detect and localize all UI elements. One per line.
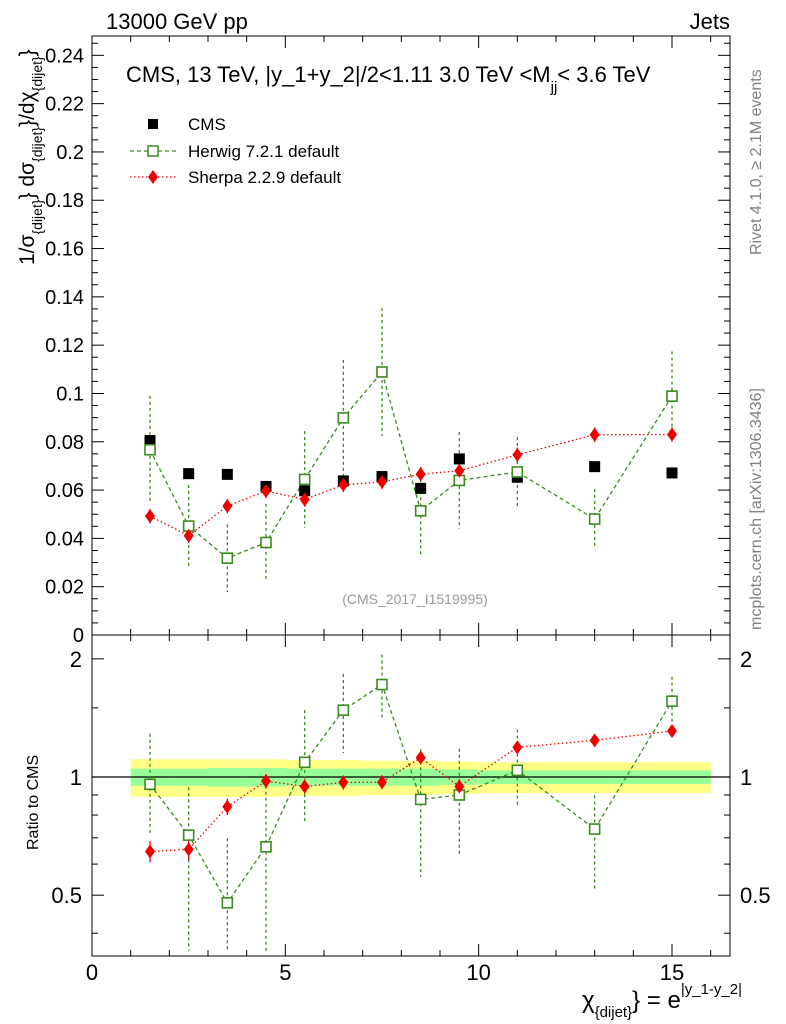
ratio-herwig-point: [221, 897, 234, 909]
ratio-herwig-line: [149, 683, 673, 905]
main-panel: 0 0.02 0.04 0.06 0.08 0.1 0.12 0.14 0.16 0.18 0.2 0…: [16, 35, 731, 647]
cms-point: [666, 467, 678, 479]
ratio-sherpa-point: [667, 723, 677, 738]
analysis-watermark: (CMS_2017_I1519995): [342, 591, 488, 607]
ratio-sherpa-point: [512, 740, 523, 755]
herwig-point: [414, 505, 427, 517]
herwig-point: [376, 366, 388, 378]
herwig-point: [260, 536, 272, 549]
main-ytick-label: 0.12: [45, 335, 84, 357]
cms-point: [589, 461, 601, 473]
ratio-panel: 0.5 0.5 1 1 2 2 0 5 10 15 Ratio to CMS χ{dijet}} = …: [25, 634, 771, 1021]
sherpa-point: [589, 427, 600, 442]
ratio-sherpa-point: [299, 779, 310, 794]
cms-point: [453, 453, 465, 465]
ratio-herwig-point: [588, 823, 601, 835]
ratio-sherpa-line: [149, 730, 673, 853]
cms-point: [144, 435, 156, 447]
rivet-version-label: Rivet 4.1.0, ≥ 2.1M events: [748, 69, 765, 255]
cms-point: [415, 482, 427, 494]
herwig-point: [588, 513, 601, 525]
ratio-xtick-label: 5: [279, 960, 291, 985]
main-ytick-label: 0.24: [45, 45, 84, 67]
herwig-point: [337, 412, 350, 424]
main-ylabel: 1/σ{dijet}} dσ{dijet}}/dχ{dijet}}: [16, 49, 45, 265]
legend-label: Herwig 7.2.1 default: [188, 142, 339, 161]
ratio-ytick-label: 2: [70, 647, 82, 672]
ratio-xtick-label: 0: [86, 960, 98, 985]
herwig-point: [221, 552, 234, 564]
ratio-ytick-label: 0.5: [51, 883, 82, 908]
sherpa-point: [377, 474, 387, 489]
main-ytick-label: 0.08: [45, 432, 84, 454]
sherpa-line: [149, 433, 673, 537]
main-ytick-label: 0.16: [45, 239, 84, 261]
main-ytick-label: 0.06: [45, 480, 84, 502]
ratio-ytick-label-right: 1: [740, 765, 752, 790]
cms-point: [183, 468, 195, 480]
ratio-sherpa-point: [261, 773, 271, 788]
legend-sherpa-marker: [148, 170, 158, 184]
ratio-herwig-point: [666, 695, 678, 707]
ratio-sherpa-point: [415, 750, 426, 765]
herwig-line: [149, 370, 673, 559]
cms-point: [221, 468, 233, 480]
sherpa-point: [338, 477, 349, 492]
main-ytick-label: 0: [73, 625, 84, 647]
ratio-ylabel: Ratio to CMS: [25, 755, 42, 850]
ratio-herwig-point: [182, 829, 195, 841]
sherpa-point: [299, 492, 310, 507]
main-ytick-label: 0.02: [45, 577, 84, 599]
ratio-frame: [91, 634, 731, 957]
main-ytick-label: 0.2: [56, 142, 84, 164]
header-right: Jets: [690, 9, 730, 34]
chart-title: CMS, 13 TeV, |y_1+y_2|/2<1.11 3.0 TeV <M…: [126, 62, 651, 96]
legend-herwig-marker: [147, 145, 159, 157]
main-ytick-label: 0.04: [45, 528, 84, 550]
ratio-herwig-point: [298, 756, 311, 769]
ratio-sherpa-point: [183, 842, 194, 857]
ratio-herwig-point: [144, 778, 156, 791]
ratio-xtick-label: 15: [660, 960, 684, 985]
sherpa-point: [415, 467, 426, 482]
ratio-herwig-point: [414, 793, 427, 806]
ratio-ytick-label: 1: [70, 765, 82, 790]
main-ytick-label: 0.1: [56, 383, 84, 405]
ratio-xtick-label: 10: [466, 960, 490, 985]
cms-point: [299, 485, 311, 497]
sherpa-point: [261, 484, 271, 499]
ratio-xlabel: χ{dijet}} = e|y_1-y_2|: [582, 981, 742, 1021]
sherpa-point: [183, 528, 194, 543]
sherpa-point: [667, 427, 677, 442]
mcplots-label: mcplots.cern.ch [arXiv:1306.3436]: [748, 388, 765, 630]
herwig-point: [666, 390, 678, 402]
legend-label: CMS: [188, 115, 226, 134]
ratio-herwig-point: [376, 678, 388, 691]
ratio-ytick-label-right: 2: [740, 647, 752, 672]
ratio-herwig-point: [260, 841, 272, 853]
ratio-sherpa-point: [589, 733, 600, 748]
legend-label: Sherpa 2.2.9 default: [188, 168, 341, 187]
main-ytick-label: 0.18: [45, 190, 84, 212]
main-ytick-label: 0.22: [45, 94, 84, 116]
ratio-sherpa-point: [454, 779, 465, 794]
ratio-sherpa-point: [338, 775, 349, 790]
herwig-point: [144, 443, 156, 456]
ratio-ytick-label-right: 0.5: [740, 883, 771, 908]
header-left: 13000 GeV pp: [106, 9, 248, 34]
sherpa-point: [222, 499, 233, 514]
ratio-herwig-point: [337, 704, 350, 716]
herwig-point: [298, 473, 311, 486]
herwig-point: [511, 466, 524, 478]
sherpa-point: [454, 463, 465, 478]
legend-cms-marker: [148, 119, 158, 129]
main-ytick-label: 0.14: [45, 287, 84, 309]
ratio-sherpa-point: [145, 844, 155, 859]
ratio-sherpa-point: [377, 775, 387, 790]
sherpa-point: [145, 509, 155, 524]
sherpa-point: [512, 447, 523, 462]
ratio-sherpa-point: [222, 799, 233, 814]
ratio-herwig-point: [511, 764, 524, 777]
